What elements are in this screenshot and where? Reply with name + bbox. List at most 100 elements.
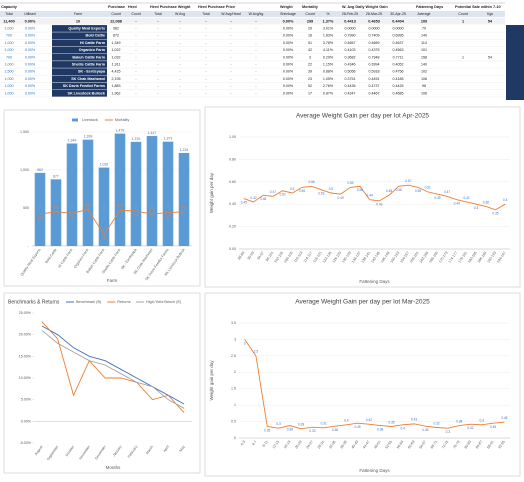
bar bbox=[178, 152, 190, 246]
legend-swatch bbox=[72, 118, 78, 122]
x-tick-label: May bbox=[179, 445, 186, 453]
table-cell: 0.4103 bbox=[345, 48, 356, 52]
header-group: Mortality bbox=[302, 5, 319, 9]
table-cell: 98 bbox=[422, 84, 426, 88]
table-cell: - bbox=[205, 62, 207, 66]
point-value-label: 0.57 bbox=[405, 179, 411, 183]
table-cell: 0.4375 bbox=[369, 48, 380, 52]
column-header: 28-Feb-25 bbox=[342, 12, 358, 16]
table-cell: 0.00% bbox=[283, 91, 294, 95]
table-cell: - bbox=[135, 91, 137, 95]
bar bbox=[82, 139, 94, 246]
table-cell: 1.05% bbox=[323, 77, 334, 81]
table-cell: - bbox=[179, 62, 181, 66]
table-cell: 0.7711 bbox=[393, 55, 404, 59]
point-value-label: 3 bbox=[244, 341, 246, 345]
table-cell: 1,000 bbox=[5, 26, 14, 30]
point-value-label: 0.45 bbox=[241, 200, 247, 204]
table-cell: - bbox=[179, 91, 181, 95]
point-value-label: 0.38 bbox=[287, 427, 293, 431]
chart-frame bbox=[3, 292, 201, 474]
table-cell: 29 bbox=[308, 26, 312, 30]
bar-value-label: 1,399 bbox=[84, 135, 93, 139]
point-value-label: 2.5 bbox=[254, 350, 259, 354]
table-cell: - bbox=[230, 41, 232, 45]
table-cell: 0.4685 bbox=[393, 91, 404, 95]
x-tick-label: 118-121 bbox=[312, 251, 323, 264]
total-cell: - bbox=[205, 19, 207, 23]
table-cell: 0.00% bbox=[25, 55, 36, 59]
table-cell: 0.4669 bbox=[369, 41, 380, 45]
bar-value-label: 877 bbox=[53, 174, 59, 178]
point-value-label: 0.47 bbox=[444, 190, 450, 194]
table-cell: 0.00% bbox=[25, 91, 36, 95]
column-header: Total bbox=[5, 12, 13, 16]
total-cell: 54 bbox=[488, 19, 493, 23]
table-cell: - bbox=[230, 62, 232, 66]
point-value-label: 0.55 bbox=[415, 189, 421, 193]
table-cell: - bbox=[135, 26, 137, 30]
column-header: W.Avg/kg bbox=[249, 12, 264, 16]
table-cell: - bbox=[205, 55, 207, 59]
column-header: Count bbox=[305, 12, 314, 16]
legend-label: Returns bbox=[117, 300, 130, 304]
table-cell: - bbox=[255, 55, 257, 59]
table-cell: 0.00% bbox=[25, 62, 36, 66]
x-tick-label: October bbox=[65, 444, 76, 457]
total-cell: 0.00% bbox=[283, 19, 294, 23]
table-cell: 140 bbox=[421, 62, 427, 66]
total-cell: 0.4653 bbox=[368, 19, 380, 23]
point-value-label: 0.49 bbox=[338, 196, 344, 200]
table-cell: - bbox=[255, 34, 257, 38]
x-tick-label: 72-75 bbox=[441, 440, 449, 450]
point-value-label: 0.35 bbox=[388, 420, 394, 424]
table-cell: 0.4563 bbox=[393, 48, 404, 52]
point-value-label: 0.35 bbox=[264, 428, 270, 432]
table-cell: 0.4346 bbox=[345, 62, 356, 66]
table-cell: 0.87% bbox=[323, 91, 334, 95]
point-value-label: 0.43 bbox=[376, 203, 382, 207]
table-cell: - bbox=[230, 34, 232, 38]
column-header: Total bbox=[154, 12, 162, 16]
point-value-label: 0.51 bbox=[425, 186, 431, 190]
point-value-label: 0.5 bbox=[329, 187, 334, 191]
table-cell: 1.83% bbox=[323, 34, 334, 38]
y-tick-label: 1.5 bbox=[231, 387, 236, 391]
table-cell: - bbox=[230, 55, 232, 59]
y-tick-label: 1 bbox=[234, 403, 236, 407]
y-tick-label: 0.00% bbox=[21, 419, 32, 423]
table-cell: - bbox=[205, 34, 207, 38]
table-cell: 1,000 bbox=[5, 84, 14, 88]
table-cell: 4,425 bbox=[112, 70, 121, 74]
line-series bbox=[41, 329, 185, 409]
x-tick-label: 146-149 bbox=[380, 251, 391, 264]
table-cell: - bbox=[157, 91, 159, 95]
table-cell: 0.4052 bbox=[393, 62, 404, 66]
x-tick-label: 154-157 bbox=[399, 251, 410, 264]
point-value-label: 0.4 bbox=[503, 198, 508, 202]
x-axis-label: Farm bbox=[107, 278, 118, 283]
table-cell: 0.88% bbox=[323, 70, 334, 74]
table-cell: 2,195 bbox=[112, 77, 121, 81]
table-cell: - bbox=[179, 48, 181, 52]
table-cell: 4.11% bbox=[323, 48, 334, 52]
farm-name: SK Davis Feedlot Farms bbox=[63, 84, 105, 88]
x-axis-label: Fattening Days bbox=[359, 468, 390, 473]
table-cell: 0.00% bbox=[283, 77, 294, 81]
chart-title: Benchmarks & Returns bbox=[8, 299, 60, 305]
point-value-label: 450 bbox=[181, 206, 187, 210]
table-cell: - bbox=[205, 77, 207, 81]
point-value-label: 420 bbox=[37, 216, 43, 220]
table-cell: - bbox=[157, 41, 159, 45]
table-cell: 0.4347 bbox=[345, 91, 356, 95]
point-value-label: 470 bbox=[117, 204, 123, 208]
x-tick-label: 48-51 bbox=[373, 440, 381, 450]
table-cell: 0.00% bbox=[25, 26, 36, 30]
table-cell: - bbox=[135, 62, 137, 66]
point-value-label: 0.44 bbox=[454, 202, 460, 206]
table-cell: - bbox=[255, 70, 257, 74]
table-cell: - bbox=[135, 70, 137, 74]
bar bbox=[146, 136, 158, 246]
table-cell: 0.3682 bbox=[345, 55, 356, 59]
total-cell: 11,400 bbox=[3, 19, 14, 23]
